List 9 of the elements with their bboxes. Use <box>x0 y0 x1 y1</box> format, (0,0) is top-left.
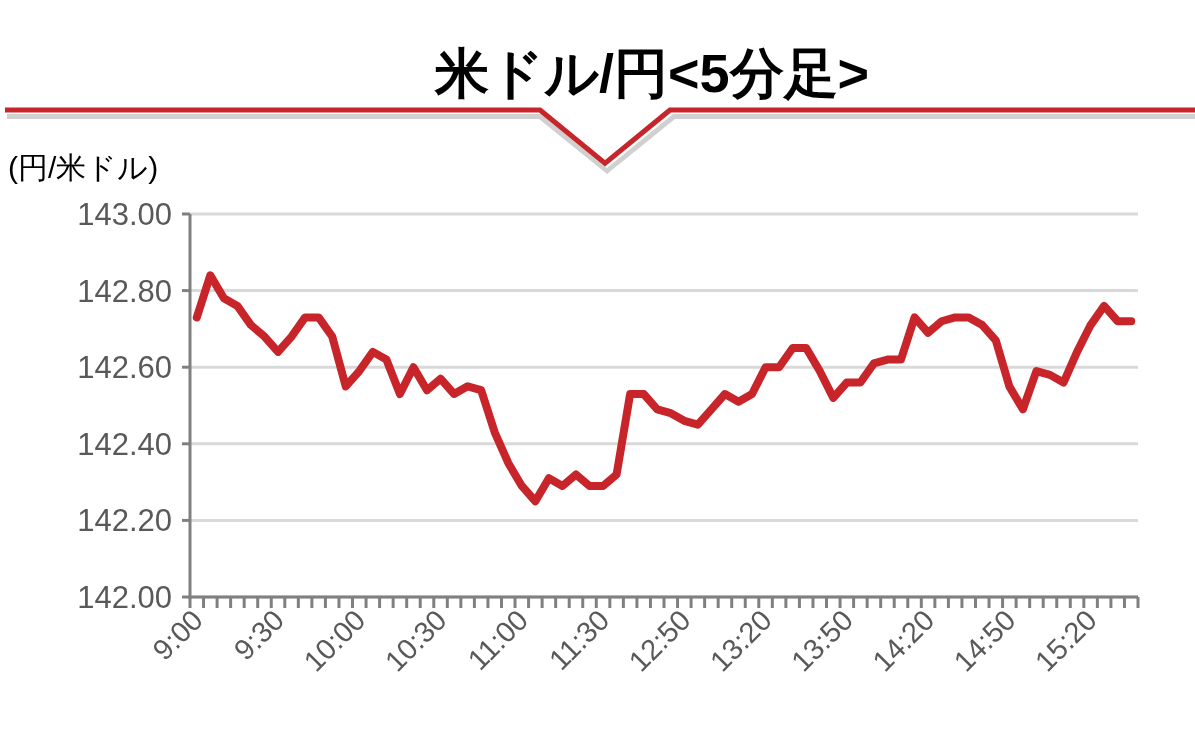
y-tick-label: 142.20 <box>77 503 172 539</box>
y-tick-label: 143.00 <box>77 197 172 232</box>
x-tick-label: 9:30 <box>227 603 291 667</box>
y-axis-title: (円/米ドル) <box>8 151 159 184</box>
y-tick-label: 142.80 <box>77 273 172 309</box>
y-tick-label: 142.00 <box>77 580 172 615</box>
y-tick-label: 142.60 <box>77 350 172 386</box>
chart-title: 米ドル/円<5分足> <box>433 43 870 103</box>
y-tick-label: 142.40 <box>77 426 172 462</box>
